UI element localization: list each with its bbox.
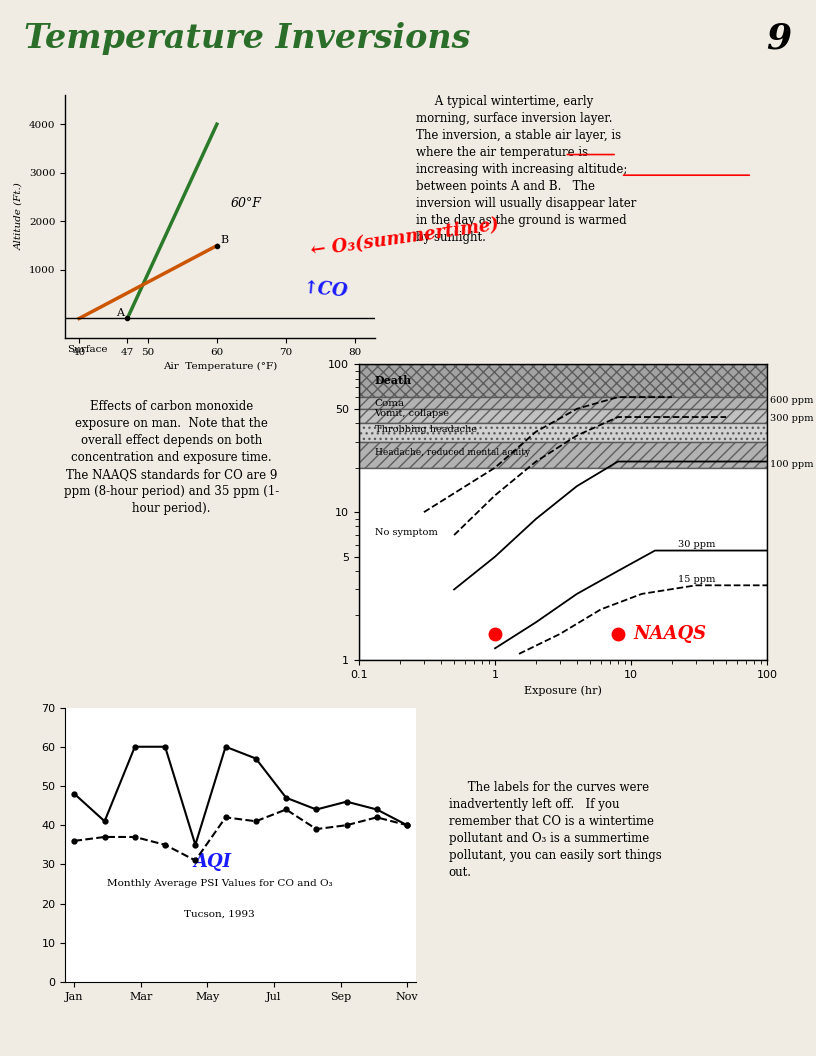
Text: A: A <box>116 308 124 318</box>
Text: Headache, reduced mental acuity: Headache, reduced mental acuity <box>375 448 530 456</box>
Text: 15 ppm: 15 ppm <box>677 576 715 584</box>
Text: No symptom: No symptom <box>375 528 437 538</box>
Text: 100 ppm: 100 ppm <box>770 460 814 469</box>
Text: Vomit, collapse: Vomit, collapse <box>375 409 450 417</box>
X-axis label: Exposure (hr): Exposure (hr) <box>524 685 602 696</box>
Text: Death: Death <box>375 375 412 385</box>
Text: Monthly Average PSI Values for CO and O₃: Monthly Average PSI Values for CO and O₃ <box>107 879 332 888</box>
Text: ← O₃(summertime): ← O₃(summertime) <box>310 215 500 260</box>
Text: 30 ppm: 30 ppm <box>677 541 715 549</box>
Text: 600 ppm: 600 ppm <box>770 396 814 404</box>
Text: NAAQS: NAAQS <box>634 625 707 643</box>
Text: Coma: Coma <box>375 399 405 409</box>
Text: 9: 9 <box>766 21 792 55</box>
Text: 60°F: 60°F <box>231 196 262 210</box>
Text: Throbbing headache: Throbbing headache <box>375 425 477 434</box>
Bar <box>359 364 767 397</box>
Text: Temperature Inversions: Temperature Inversions <box>24 21 471 55</box>
Bar <box>359 397 767 409</box>
Bar <box>359 441 767 468</box>
Text: B: B <box>220 235 228 245</box>
Text: 300 ppm: 300 ppm <box>770 414 814 423</box>
Text: ↑CO: ↑CO <box>302 280 348 301</box>
Text: The labels for the curves were
inadvertently left off.   If you
remember that CO: The labels for the curves were inadverte… <box>449 781 662 880</box>
Bar <box>359 409 767 423</box>
Text: Tucson, 1993: Tucson, 1993 <box>184 909 255 918</box>
Y-axis label: Altitude (Ft.): Altitude (Ft.) <box>15 183 24 250</box>
Text: AQI: AQI <box>193 853 232 871</box>
Bar <box>359 468 767 660</box>
Bar <box>359 423 767 441</box>
Text: Effects of carbon monoxide
exposure on man.  Note that the
overall effect depend: Effects of carbon monoxide exposure on m… <box>64 400 279 515</box>
Text: A typical wintertime, early
morning, surface inversion layer.
The inversion, a s: A typical wintertime, early morning, sur… <box>416 95 636 244</box>
X-axis label: Air  Temperature (°F): Air Temperature (°F) <box>163 362 277 372</box>
Text: Surface: Surface <box>67 345 107 355</box>
